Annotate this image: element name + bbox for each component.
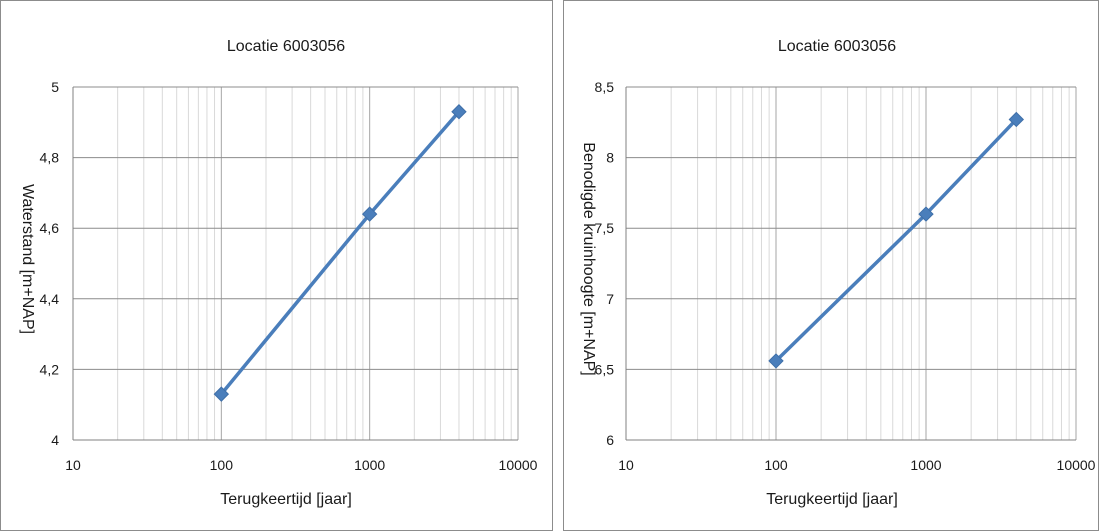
chart-title: Locatie 6003056: [227, 38, 345, 55]
chart-panel-kruinhoogte: 6 6,5 7 7,5 8 8,5 10 100 1000 10000 Locatie 600305…: [563, 0, 1099, 531]
x-tick-label: 1000: [354, 457, 385, 473]
data-point-marker: [451, 104, 467, 120]
x-axis-title: Terugkeertijd [jaar]: [766, 491, 898, 508]
data-point-marker: [918, 206, 934, 222]
x-tick-label: 10: [618, 457, 634, 473]
y-tick-label: 7: [606, 291, 614, 307]
chart-title: Locatie 6003056: [778, 38, 896, 55]
y-tick-label: 5: [51, 79, 59, 95]
x-tick-label: 100: [764, 457, 788, 473]
y-tick-label: 6,5: [595, 361, 615, 377]
y-tick-label: 4,2: [40, 361, 60, 377]
chart-panel-waterstand: 4 4,2 4,4 4,6 4,8 5 10 100 1000 10000 Locatie 6003…: [0, 0, 553, 531]
y-tick-label: 6: [606, 432, 614, 448]
data-point-marker: [213, 386, 230, 402]
y-tick-label: 4: [51, 432, 59, 448]
chart-kruinhoogte: 6 6,5 7 7,5 8 8,5 10 100 1000 10000 Locatie 600305…: [580, 38, 1096, 508]
gridlines: [625, 86, 1077, 441]
y-tick-label: 8,5: [595, 79, 615, 95]
x-tick-label: 10000: [1057, 457, 1096, 473]
gridlines: [72, 86, 519, 441]
data-point-marker: [768, 353, 784, 369]
y-tick-label: 4,8: [40, 150, 60, 166]
chart-waterstand: 4 4,2 4,4 4,6 4,8 5 10 100 1000 10000 Locatie 6003…: [19, 38, 538, 508]
y-axis-title: Benodigde kruinhoogte [m+NAP]: [580, 142, 597, 375]
y-tick-label: 4,6: [40, 220, 60, 236]
data-point-marker: [361, 206, 378, 222]
data-point-marker: [1008, 111, 1025, 128]
panel-separator: [553, 0, 563, 531]
x-tick-label: 1000: [910, 457, 941, 473]
y-tick-label: 7,5: [595, 220, 615, 236]
x-tick-label: 10000: [499, 457, 538, 473]
series-line: [219, 109, 461, 396]
series-line: [774, 117, 1019, 363]
y-tick-label: 4,4: [40, 291, 60, 307]
y-axis-title: Waterstand [m+NAP]: [19, 184, 36, 334]
y-tick-label: 8: [606, 150, 614, 166]
x-axis-title: Terugkeertijd [jaar]: [220, 491, 352, 508]
x-tick-label: 10: [65, 457, 81, 473]
x-tick-label: 100: [210, 457, 234, 473]
